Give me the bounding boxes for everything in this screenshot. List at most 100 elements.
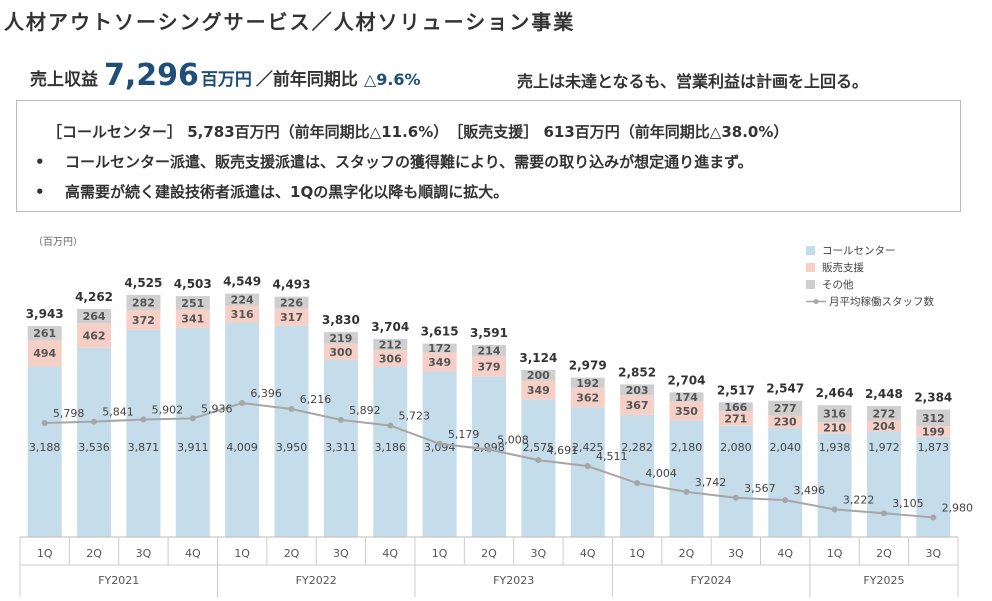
staff-point <box>880 510 887 517</box>
revenue-chart: （百万円） 494 261 3,188 3,943 462 264 3,536 4,262 372… <box>19 236 973 597</box>
data-label: 1,938 <box>819 441 851 454</box>
bar-segment-call-center <box>373 366 408 537</box>
bar-segment-sales-support <box>175 309 210 328</box>
data-label: 2,575 <box>523 441 555 454</box>
staff-point <box>288 406 295 413</box>
bullet-marker: • <box>35 153 45 171</box>
data-label: 3,188 <box>29 441 61 454</box>
bar-segment-call-center <box>866 431 901 537</box>
legend-item: 販売支援 <box>806 259 934 276</box>
revenue-label: 売上収益 <box>30 70 98 90</box>
staff-point <box>436 440 443 447</box>
data-label: 219 <box>329 332 352 345</box>
staff-label: 5,798 <box>53 407 85 420</box>
revenue-headline: 売上収益 7,296 百万円 ／前年同期比 △9.6% <box>30 58 421 93</box>
data-label: 214 <box>478 345 501 358</box>
bar-segment-other <box>768 400 803 416</box>
bar-segment-sales-support <box>817 422 852 434</box>
total-label: 2,464 <box>816 386 854 400</box>
bar-segment-other <box>521 369 556 381</box>
bar-segment-other <box>175 296 210 310</box>
group-label: FY2025 <box>863 574 904 587</box>
data-label: 3,536 <box>78 441 110 454</box>
staff-label: 3,742 <box>695 476 727 489</box>
staff-label: 5,841 <box>102 406 134 419</box>
staff-point <box>486 446 492 453</box>
bar-segment-other <box>817 405 852 423</box>
detail-box: ［コールセンター］ 5,783百万円（前年同期比△11.6%） ［販売支援］ 6… <box>16 100 961 212</box>
staff-label: 4,511 <box>596 450 628 463</box>
group-label: FY2024 <box>691 574 732 587</box>
bar-segment-other <box>916 409 951 427</box>
bar-segment-sales-support <box>521 380 556 400</box>
staff-label: 3,567 <box>744 482 776 495</box>
bar-segment-sales-support <box>620 395 655 415</box>
data-label: 3,311 <box>325 441 357 454</box>
data-label: 204 <box>872 420 895 433</box>
bar-segment-sales-support <box>916 426 951 437</box>
staff-label: 5,892 <box>349 404 381 417</box>
segment-breakdown: ［コールセンター］ 5,783百万円（前年同期比△11.6%） ［販売支援］ 6… <box>47 123 789 141</box>
bar-segment-sales-support <box>274 308 309 326</box>
data-label: 341 <box>181 313 204 326</box>
bar-segment-sales-support <box>27 340 62 367</box>
legend-swatch <box>806 280 815 289</box>
data-label: 367 <box>626 399 649 412</box>
bar-segment-other <box>77 308 112 324</box>
bar-segment-other <box>570 377 605 388</box>
bullet-text: 高需要が続く建設技術者派遣は、1Qの黒字化以降も順調に拡大。 <box>65 183 509 201</box>
data-label: 271 <box>724 412 747 425</box>
data-label: 174 <box>675 391 698 404</box>
data-label: 1,972 <box>868 441 900 454</box>
bullet-text: コールセンター派遣、販売支援派遣は、スタッフの獲得難により、需要の取り込みが想定… <box>65 153 753 171</box>
legend-label: 月平均稼働スタッフ数 <box>829 296 934 308</box>
category-tick-label: 1Q <box>432 547 448 560</box>
bar-segment-call-center <box>274 325 309 537</box>
bar-segment-other <box>472 344 506 357</box>
legend-label: 販売支援 <box>822 262 864 274</box>
data-label: 2,040 <box>769 441 801 454</box>
staff-point <box>831 506 838 513</box>
bullet-item: • コールセンター派遣、販売支援派遣は、スタッフの獲得難により、需要の取り込みが想… <box>35 151 753 172</box>
staff-label: 5,179 <box>448 428 480 441</box>
staff-label: 5,008 <box>497 433 529 446</box>
bar-segment-sales-support <box>669 401 704 421</box>
data-label: 277 <box>774 402 797 415</box>
staff-point <box>337 416 344 423</box>
data-label: 350 <box>675 405 698 418</box>
bar-segment-sales-support <box>472 356 506 377</box>
data-label: 166 <box>724 401 747 414</box>
category-tick-label: 2Q <box>284 547 300 560</box>
category-tick-label: 3Q <box>925 547 941 560</box>
bar-segment-other <box>422 343 457 353</box>
total-label: 3,943 <box>26 307 64 321</box>
total-label: 3,615 <box>421 325 459 339</box>
staff-point <box>239 400 246 406</box>
bar-segment-call-center <box>27 366 62 537</box>
data-label: 4,009 <box>226 441 258 454</box>
staff-point <box>189 415 196 422</box>
data-label: 379 <box>478 360 501 373</box>
staff-label: 5,902 <box>152 404 184 417</box>
staff-label: 5,723 <box>399 410 431 423</box>
data-label: 2,425 <box>572 441 604 454</box>
category-tick-label: 4Q <box>580 547 596 560</box>
bar-segment-call-center <box>768 427 803 537</box>
data-label: 349 <box>428 356 451 369</box>
category-tick-label: 1Q <box>827 547 843 560</box>
category-tick-label: 1Q <box>629 547 645 560</box>
bar-segment-other <box>274 296 309 309</box>
bar-segment-call-center <box>570 407 605 537</box>
bar-segment-call-center <box>817 433 852 537</box>
data-label: 316 <box>823 408 846 421</box>
bar-segment-call-center <box>225 322 260 537</box>
total-label: 4,493 <box>273 278 311 292</box>
bar-segment-call-center <box>175 327 210 537</box>
bar-segment-other <box>225 293 260 306</box>
data-label: 282 <box>132 296 155 309</box>
staff-point <box>91 418 98 425</box>
total-label: 3,591 <box>470 326 508 340</box>
staff-label: 3,496 <box>793 484 825 497</box>
data-label: 316 <box>231 308 254 321</box>
bar-segment-call-center <box>422 371 457 537</box>
